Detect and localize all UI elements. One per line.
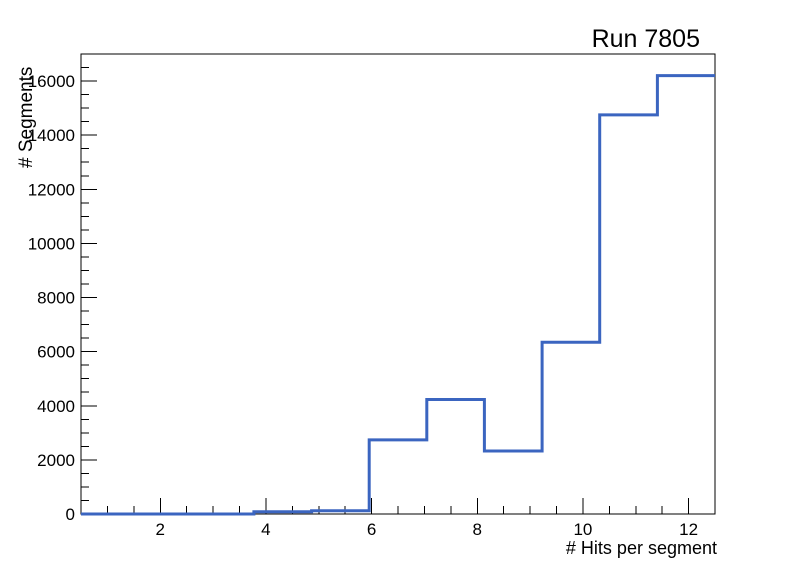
x-tick-label: 12 — [679, 520, 698, 539]
y-tick-label: 12000 — [28, 180, 75, 199]
y-tick-label: 4000 — [37, 397, 75, 416]
y-tick-label: 8000 — [37, 289, 75, 308]
x-tick-label: 6 — [367, 520, 376, 539]
y-axis-title: # Segments — [16, 66, 37, 168]
histogram-step-line — [81, 74, 715, 516]
chart-title: Run 7805 — [591, 25, 700, 53]
y-tick-label: 2000 — [37, 451, 75, 470]
x-axis-title: # Hits per segment — [565, 538, 717, 558]
y-tick-label: 10000 — [28, 234, 75, 253]
y-tick-label: 6000 — [37, 343, 75, 362]
x-tick-label: 4 — [261, 520, 270, 539]
y-tick-label: 0 — [66, 505, 75, 524]
x-tick-label: 10 — [573, 520, 592, 539]
y-tick-label: 16000 — [28, 72, 75, 91]
plot-frame — [80, 53, 716, 515]
y-tick-label: 14000 — [28, 126, 75, 145]
x-tick-label: 8 — [473, 520, 482, 539]
x-tick-label: 2 — [156, 520, 165, 539]
